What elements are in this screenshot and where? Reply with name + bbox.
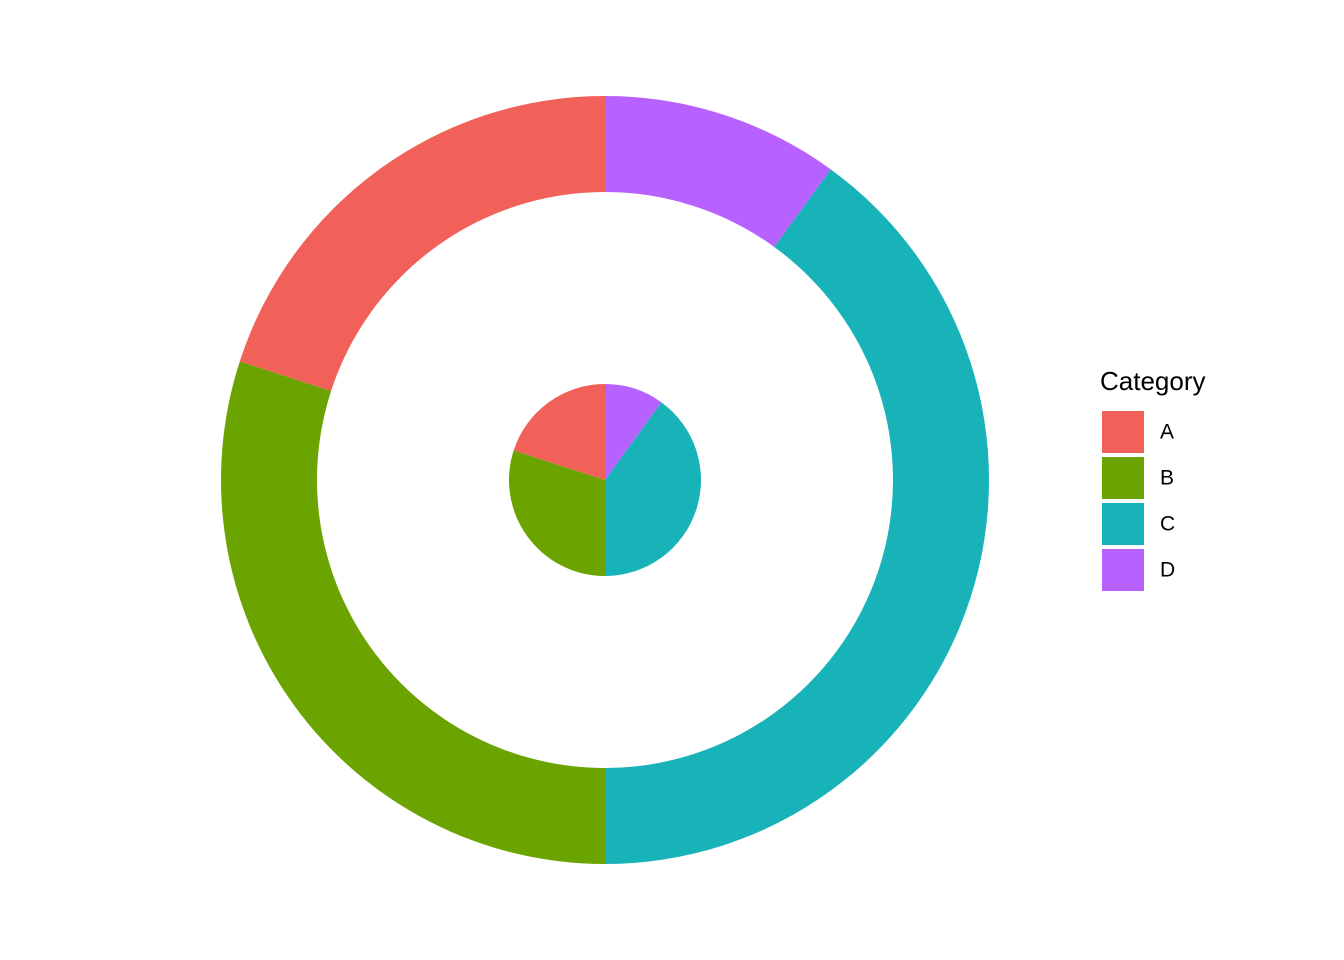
donut-segment [605, 169, 990, 865]
donut-segment [605, 96, 831, 248]
legend-label: C [1160, 513, 1175, 536]
donut-segment [605, 402, 701, 576]
legend-label: B [1160, 467, 1174, 490]
legend-key [1102, 411, 1144, 453]
donut-segment [239, 96, 605, 392]
donut-segment [220, 361, 605, 864]
legend-label: A [1160, 421, 1174, 444]
donut-segment [508, 450, 605, 576]
legend-key [1102, 503, 1144, 545]
legend-label: D [1160, 559, 1175, 582]
donut-segment [513, 384, 605, 480]
legend-key [1102, 457, 1144, 499]
donut-segment [605, 384, 662, 480]
legend-title: Category [1100, 366, 1206, 396]
legend-key [1102, 549, 1144, 591]
